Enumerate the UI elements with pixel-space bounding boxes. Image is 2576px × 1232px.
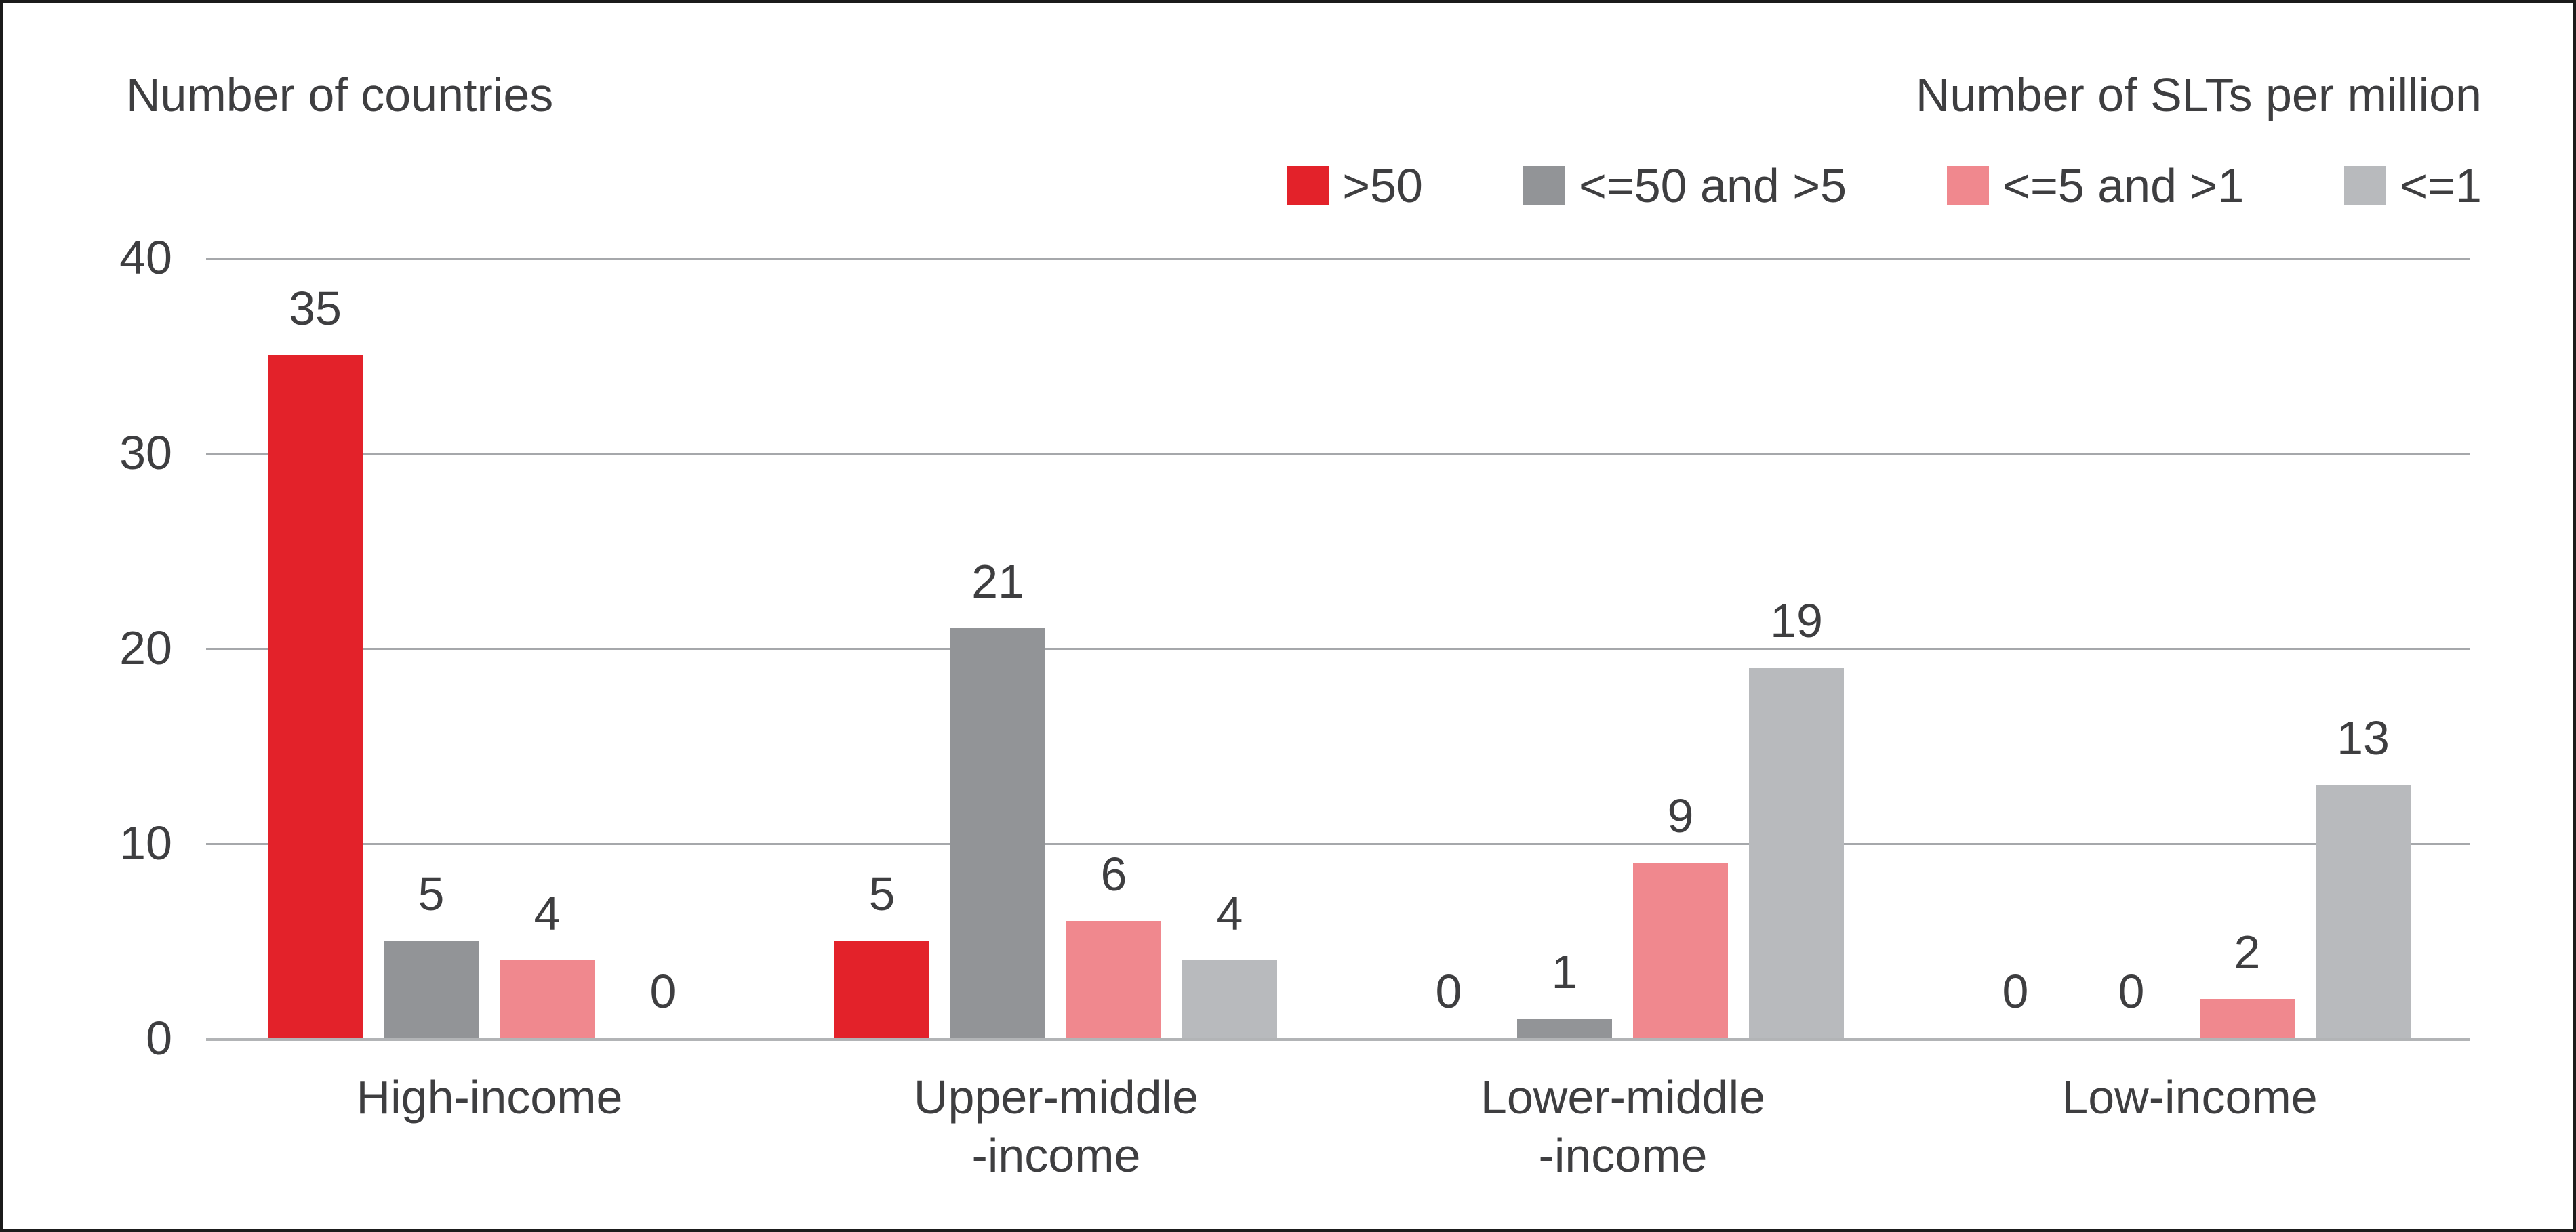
value-label: 2 (2234, 926, 2261, 979)
x-axis-label: Upper-middle -income (914, 1068, 1199, 1185)
gridline (206, 453, 2470, 455)
y-tick-label: 40 (119, 231, 172, 284)
legend: >50 <=50 and >5 <=5 and >1 <=1 (1287, 162, 2482, 209)
gridline (206, 843, 2470, 845)
x-axis-label: Lower-middle -income (1481, 1068, 1765, 1185)
value-label: 21 (971, 555, 1024, 608)
x-axis-label-line: Low-income (2061, 1071, 2318, 1124)
legend-label: >50 (1342, 159, 1423, 212)
y-tick-label: 0 (146, 1012, 172, 1065)
value-label: 5 (868, 867, 895, 920)
legend-swatch-gray (1523, 166, 1565, 205)
value-label: 13 (2337, 712, 2390, 764)
value-label: 4 (534, 887, 561, 940)
x-axis-label-line: Upper-middle (913, 1071, 1199, 1124)
x-axis-label-line: -income (971, 1129, 1141, 1182)
legend-title: Number of SLTs per million (1915, 68, 2482, 121)
bar (268, 355, 363, 1038)
bar (2316, 785, 2411, 1038)
y-tick-label: 20 (119, 621, 172, 674)
y-axis-title: Number of countries (126, 68, 554, 121)
x-axis-line (206, 1038, 2470, 1041)
value-label: 0 (649, 965, 677, 1018)
value-label: 0 (1435, 965, 1462, 1018)
legend-swatch-red (1287, 166, 1329, 205)
legend-item: <=5 and >1 (1947, 162, 2244, 209)
x-axis-label: Low-income (2061, 1068, 2317, 1126)
value-label: 5 (418, 867, 445, 920)
value-label: 6 (1100, 848, 1127, 901)
bar (1633, 863, 1728, 1038)
gridline (206, 258, 2470, 260)
y-tick-label: 10 (119, 817, 172, 869)
x-axis-label: High-income (357, 1068, 623, 1126)
value-label: 0 (2118, 965, 2145, 1018)
value-label: 1 (1551, 945, 1578, 998)
bar (1066, 921, 1161, 1038)
y-tick-label: 30 (119, 426, 172, 479)
x-axis-label-line: High-income (356, 1071, 623, 1124)
legend-item: <=50 and >5 (1523, 162, 1847, 209)
bar (384, 941, 479, 1038)
x-axis-label-line: Lower-middle (1480, 1071, 1766, 1124)
value-label: 4 (1216, 887, 1243, 940)
legend-item: <=1 (2344, 162, 2482, 209)
gridline (206, 648, 2470, 650)
bar (500, 960, 595, 1038)
value-label: 9 (1667, 789, 1694, 842)
legend-label: <=1 (2400, 159, 2482, 212)
x-axis-label-line: -income (1538, 1129, 1708, 1182)
value-label: 0 (2002, 965, 2029, 1018)
legend-swatch-pink (1947, 166, 1990, 205)
bar (834, 941, 929, 1038)
legend-swatch-lightgray (2344, 166, 2387, 205)
legend-label: <=50 and >5 (1578, 159, 1847, 212)
value-label: 35 (289, 282, 342, 335)
value-label: 19 (1770, 594, 1823, 647)
bar (1517, 1019, 1612, 1038)
legend-item: >50 (1287, 162, 1423, 209)
legend-label: <=5 and >1 (2003, 159, 2245, 212)
bar (950, 628, 1045, 1038)
bar (2200, 999, 2295, 1038)
bar (1749, 668, 1844, 1038)
bar (1182, 960, 1277, 1038)
